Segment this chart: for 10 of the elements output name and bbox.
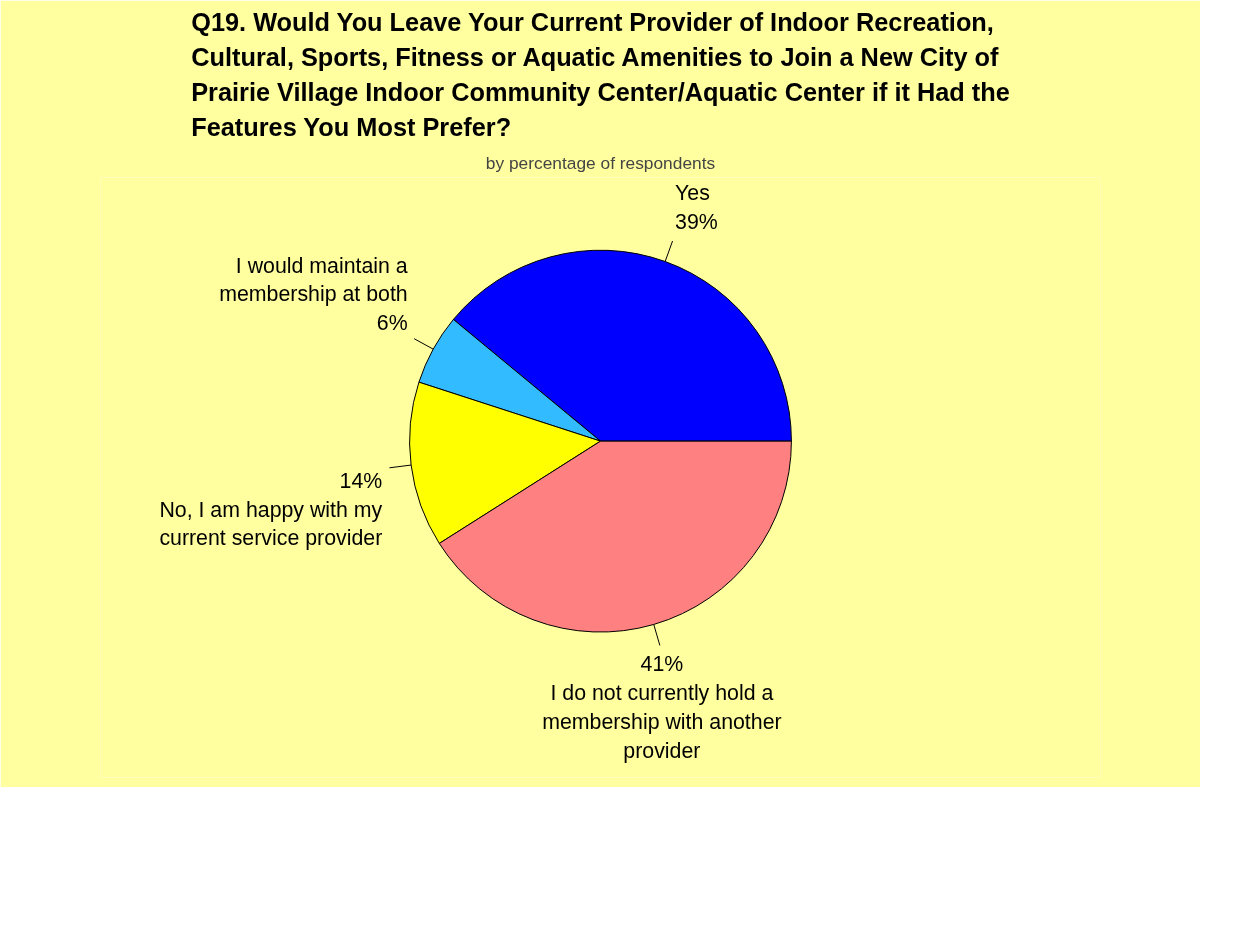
slice-label: I would maintain a membership at both [219,253,408,307]
slice-label: I do not currently hold a membership with another provider [542,681,782,763]
chart-title: Q19. Would You Leave Your Current Provider of Indoor Recreation, Cultural, Sports, Fitness or Aquatic Amenities to Join a New City of Prairie Village Indoor Community Center/Aquatic Center if it Had the Features You Most Prefer? [191,7,1010,141]
slice-label: No, I am happy with my current service provider [159,497,383,551]
data-label: 39% [675,210,718,235]
data-label: 6% [376,311,408,336]
slice-label: Yes [675,181,710,206]
data-label: 41% [640,652,684,677]
data-label: 14% [339,468,383,493]
chart-subtitle: by percentage of respondents [485,152,716,173]
